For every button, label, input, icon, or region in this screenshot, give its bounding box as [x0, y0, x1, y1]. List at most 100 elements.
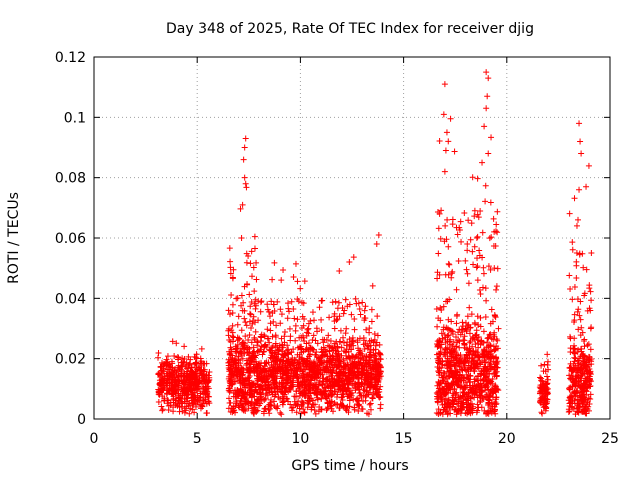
data-point: [444, 325, 451, 332]
data-point: [447, 341, 454, 348]
data-point: [359, 299, 366, 306]
data-point: [166, 382, 173, 389]
data-point: [442, 271, 449, 278]
data-point: [472, 341, 479, 348]
data-point: [320, 344, 327, 351]
data-point: [435, 378, 442, 385]
data-point: [274, 403, 281, 410]
data-point: [454, 231, 461, 238]
data-point: [284, 342, 291, 349]
data-point: [159, 406, 166, 413]
data-point: [287, 401, 294, 408]
data-point: [177, 373, 184, 380]
data-point: [449, 328, 456, 335]
data-point: [434, 342, 441, 349]
data-point: [364, 410, 371, 417]
data-point: [477, 323, 484, 330]
data-point: [356, 335, 363, 342]
data-point: [295, 363, 302, 370]
data-point: [490, 388, 497, 395]
data-point: [482, 285, 489, 292]
data-point: [574, 308, 581, 315]
data-point: [483, 367, 490, 374]
data-point: [236, 368, 243, 375]
data-point: [252, 319, 259, 326]
data-point: [242, 407, 249, 414]
data-point: [304, 326, 311, 333]
data-point: [493, 361, 500, 368]
data-point: [192, 394, 199, 401]
data-point: [240, 299, 247, 306]
data-point: [587, 325, 594, 332]
data-point: [442, 222, 449, 229]
data-point: [328, 405, 335, 412]
data-point: [255, 298, 262, 305]
data-point: [573, 274, 580, 281]
data-point: [457, 218, 464, 225]
data-point: [586, 375, 593, 382]
data-point: [297, 410, 304, 417]
data-point: [361, 307, 368, 314]
data-point: [271, 364, 278, 371]
data-point: [254, 397, 261, 404]
data-point: [585, 407, 592, 414]
data-point: [344, 403, 351, 410]
data-point: [332, 298, 339, 305]
data-point: [232, 364, 239, 371]
data-point: [180, 358, 187, 365]
data-point: [538, 375, 545, 382]
data-point: [269, 276, 276, 283]
data-point: [463, 371, 470, 378]
data-point: [252, 328, 259, 335]
data-point: [468, 220, 475, 227]
data-point: [583, 266, 590, 273]
data-point: [312, 351, 319, 358]
data-point: [227, 344, 234, 351]
data-point: [193, 351, 200, 358]
data-point: [178, 385, 185, 392]
data-point: [262, 395, 269, 402]
data-point: [196, 379, 203, 386]
data-point: [343, 407, 350, 414]
data-point: [257, 299, 264, 306]
data-point: [369, 359, 376, 366]
data-point: [343, 325, 350, 332]
data-point: [348, 340, 355, 347]
data-point: [183, 403, 190, 410]
data-point: [483, 297, 490, 304]
data-point: [187, 405, 194, 412]
data-point: [484, 383, 491, 390]
data-point: [457, 384, 464, 391]
data-point: [272, 391, 279, 398]
data-point: [343, 388, 350, 395]
data-point: [318, 406, 325, 413]
data-point: [478, 387, 485, 394]
data-point: [436, 210, 443, 217]
data-point: [464, 270, 471, 277]
data-point: [155, 391, 162, 398]
data-point: [580, 264, 587, 271]
data-point: [436, 339, 443, 346]
data-point: [179, 355, 186, 362]
x-tick-label: 5: [193, 431, 202, 447]
data-point: [323, 407, 330, 414]
data-point: [272, 332, 279, 339]
data-point: [445, 138, 452, 145]
data-point: [545, 366, 552, 373]
data-point: [370, 338, 377, 345]
data-point: [572, 393, 579, 400]
data-point: [238, 292, 245, 299]
data-point: [268, 355, 275, 362]
data-point: [373, 355, 380, 362]
data-point: [477, 397, 484, 404]
data-point: [339, 371, 346, 378]
data-point: [461, 333, 468, 340]
data-point: [242, 180, 249, 187]
data-point: [337, 375, 344, 382]
data-point: [278, 411, 285, 418]
data-point: [195, 379, 202, 386]
data-point: [206, 369, 213, 376]
data-point: [351, 380, 358, 387]
data-point: [204, 388, 211, 395]
data-point: [293, 400, 300, 407]
